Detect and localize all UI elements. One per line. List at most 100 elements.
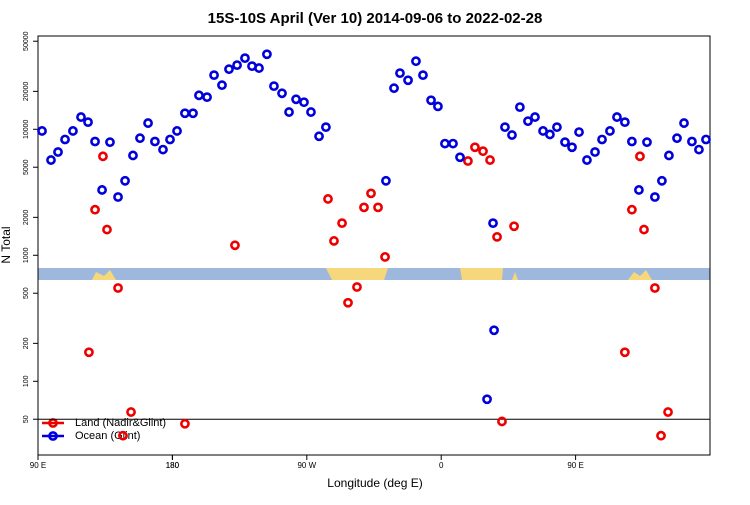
point: [291, 94, 301, 105]
point: [679, 118, 689, 128]
point: [687, 136, 697, 147]
x-tick-label: 90 E: [30, 461, 46, 470]
point: [478, 146, 488, 157]
point: [269, 81, 279, 92]
point: [165, 134, 175, 145]
point: [403, 75, 413, 86]
point: [395, 68, 405, 79]
point: [552, 122, 562, 133]
surface-strip: [38, 268, 710, 280]
point: [523, 116, 533, 127]
point: [209, 70, 219, 81]
legend-label: Land (Nadir&Glint): [75, 417, 166, 429]
point: [352, 282, 362, 292]
point: [46, 155, 56, 165]
point: [635, 151, 645, 162]
point: [463, 156, 473, 166]
point: [373, 202, 383, 213]
point: [411, 56, 421, 67]
y-tick-label: 20000: [23, 82, 30, 102]
y-tick-label: 5000: [23, 159, 30, 175]
x-tick-label: 0: [439, 461, 444, 470]
point: [135, 133, 145, 144]
chart-title: 15S-10S April (Ver 10) 2014-09-06 to 202…: [208, 10, 543, 27]
point: [619, 117, 630, 128]
x-tick-label: 180: [166, 461, 180, 470]
point: [489, 325, 499, 336]
point: [605, 126, 615, 136]
point: [68, 126, 78, 136]
point: [284, 107, 294, 117]
point: [321, 122, 331, 133]
point: [359, 202, 369, 213]
point: [426, 95, 436, 106]
point: [172, 126, 182, 136]
point: [180, 108, 190, 119]
point: [619, 347, 630, 358]
point: [217, 80, 227, 91]
point: [626, 136, 637, 147]
point: [118, 430, 128, 441]
point: [98, 151, 108, 162]
point: [105, 137, 115, 148]
point: [113, 192, 123, 202]
point: [448, 138, 458, 149]
point: [694, 144, 704, 155]
y-tick-label: 50: [23, 415, 30, 423]
point: [612, 112, 622, 122]
point: [649, 283, 660, 293]
point: [126, 407, 136, 417]
point: [180, 418, 190, 429]
x-tick-label: 90 E: [567, 461, 583, 470]
point: [634, 185, 644, 195]
point: [656, 430, 666, 441]
point: [509, 221, 519, 232]
point: [672, 133, 682, 144]
point: [53, 147, 63, 157]
x-tick-label: 180: [166, 461, 180, 470]
point: [329, 236, 339, 246]
point: [597, 134, 607, 145]
point: [560, 137, 570, 148]
y-tick-label: 10000: [23, 119, 30, 139]
point: [488, 218, 498, 229]
point: [230, 240, 240, 251]
y-tick-label: 50000: [23, 31, 30, 51]
point: [433, 101, 443, 112]
point: [232, 60, 242, 71]
point: [389, 83, 399, 94]
point: [90, 204, 100, 215]
y-tick-label: 1000: [23, 247, 30, 263]
point: [500, 122, 510, 133]
point: [60, 134, 70, 145]
y-tick-label: 100: [23, 375, 30, 387]
legend: Land (Nadir&Glint)Ocean (Glint): [42, 417, 166, 442]
point: [380, 252, 390, 262]
point: [337, 218, 347, 229]
point: [90, 136, 100, 147]
y-tick-label: 200: [23, 337, 30, 349]
point: [545, 129, 555, 140]
point: [277, 88, 287, 99]
point: [299, 97, 309, 108]
y-tick-label: 2000: [23, 209, 30, 225]
point: [657, 175, 667, 186]
point: [97, 185, 107, 195]
point: [642, 137, 652, 148]
point: [113, 283, 123, 293]
point: [485, 155, 495, 165]
point: [83, 117, 93, 128]
point: [150, 136, 160, 147]
y-axis-label: N Total: [0, 226, 13, 263]
point: [143, 118, 153, 128]
point: [701, 134, 711, 145]
point: [306, 107, 316, 117]
legend-marker: [48, 431, 58, 441]
point: [497, 416, 507, 427]
point: [314, 131, 324, 142]
point: [482, 394, 492, 405]
point: [102, 224, 112, 235]
point: [590, 147, 600, 157]
